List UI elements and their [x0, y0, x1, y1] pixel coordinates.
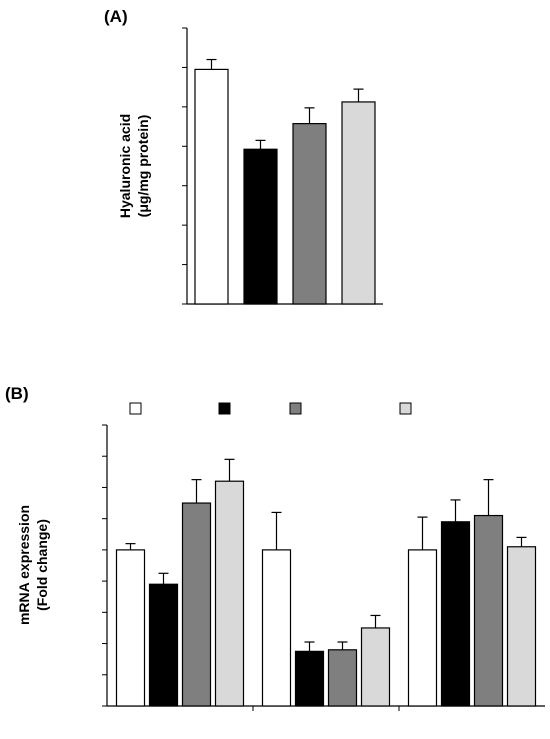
panel-b-bar — [407, 549, 438, 707]
legend-swatch — [289, 402, 302, 415]
panel-b-bar — [327, 649, 358, 707]
panel-b-bar — [473, 514, 504, 707]
panel-b-ylabel-line1: mRNA expression — [16, 505, 32, 625]
panel-b-bar — [181, 502, 212, 707]
panel-a-label: (A) — [104, 7, 128, 26]
panel-a-bar — [194, 68, 229, 305]
panel-a-plot — [182, 27, 383, 305]
panel-a-ylabel-line1: Hyaluronic acid — [117, 114, 133, 218]
panel-b-bar — [261, 549, 292, 707]
panel-b-label: (B) — [5, 384, 29, 403]
panel-b-bar — [115, 549, 146, 707]
panel-b-bar — [440, 521, 471, 707]
panel-b-bar — [214, 480, 245, 707]
panel-b-bar — [506, 546, 537, 707]
panel-a-bar — [243, 148, 278, 305]
legend-swatch — [129, 402, 142, 415]
legend-swatch — [218, 402, 231, 415]
panel-b-bar — [360, 627, 391, 707]
panel-b-bar — [294, 650, 325, 707]
panel-b: (B) mRNA expression (Fold change) — [5, 384, 545, 711]
panel-a-ylabel-line2: (μg/mg protein) — [135, 115, 151, 218]
panel-a-bar — [341, 101, 376, 305]
panel-b-plot — [102, 424, 545, 711]
panel-a: (A) Hyaluronic acid (μg/mg protein) — [104, 7, 383, 305]
panel-b-ylabel-line2: (Fold change) — [34, 519, 50, 611]
legend-swatch — [399, 402, 412, 415]
panel-b-legend — [129, 402, 412, 415]
panel-b-bar — [148, 583, 179, 707]
panel-a-bar — [292, 123, 327, 305]
